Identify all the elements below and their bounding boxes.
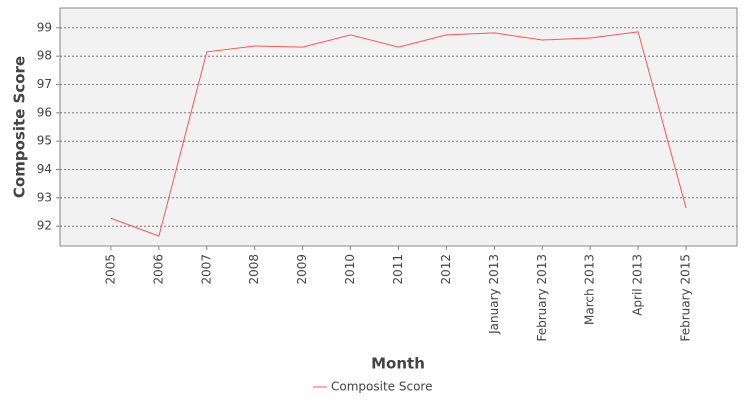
x-tick-label: 2005: [103, 254, 117, 285]
x-tick-label: April 2013: [631, 254, 645, 316]
x-tick-label: March 2013: [583, 254, 597, 325]
series-line: [110, 31, 687, 237]
y-tick-label: 99: [37, 20, 52, 34]
x-tick-label: 2012: [439, 254, 453, 285]
y-tick-label: 92: [37, 219, 52, 233]
x-tick-label: 2009: [295, 254, 309, 285]
legend-label: Composite Score: [331, 380, 432, 394]
x-tick-label: 2006: [151, 254, 165, 285]
y-tick-label: 95: [37, 134, 52, 148]
y-tick-label: 93: [37, 190, 52, 204]
x-tick-label: 2010: [343, 254, 357, 285]
y-tick-label: 98: [37, 49, 52, 63]
y-tick-label: 94: [37, 162, 52, 176]
plot-area: [59, 7, 738, 247]
x-tick-label: February 2013: [535, 254, 549, 342]
y-tick-label: 97: [37, 77, 52, 91]
x-tick-label: 2011: [391, 254, 405, 285]
y-tick-label: 96: [37, 105, 52, 119]
x-axis-title: Month: [371, 355, 425, 373]
x-tick-label: 2008: [247, 254, 261, 285]
x-tick-label: January 2013: [487, 254, 501, 335]
y-axis-title: Composite Score: [11, 56, 29, 198]
x-tick-label: February 2015: [679, 254, 693, 342]
x-tick-label: 2007: [199, 254, 213, 285]
